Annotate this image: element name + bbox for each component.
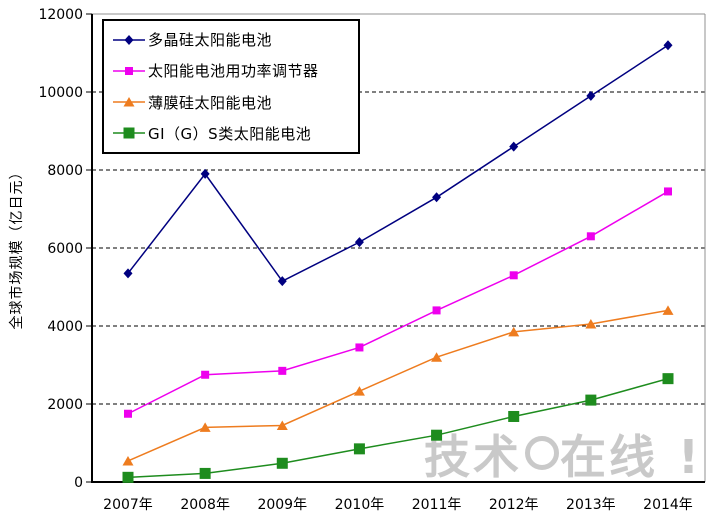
legend-item: GI（G）S类太阳能电池 [104, 123, 358, 144]
series-0-marker [586, 90, 596, 101]
y-tick-label: 12000 [38, 7, 83, 23]
legend-key-marker [123, 97, 135, 107]
x-tick-label: 2013年 [566, 497, 616, 513]
legend-marker-triangle-icon [113, 97, 145, 107]
series-line-0 [127, 44, 669, 283]
legend-key-marker [125, 66, 133, 75]
series-3-marker [662, 373, 674, 385]
series-2-marker [508, 326, 520, 337]
series-0-marker [432, 192, 442, 203]
watermark-exclamation: ! [678, 430, 702, 484]
x-tick-label: 2010年 [335, 497, 385, 513]
legend-label: 薄膜硅太阳能电池 [148, 93, 273, 112]
x-tick-label: 2007年 [103, 497, 153, 513]
series-0-marker [277, 276, 287, 287]
series-1-marker [432, 306, 441, 315]
series-3-marker [431, 429, 443, 441]
x-tick-label: 2009年 [257, 497, 307, 513]
series-2-marker [662, 305, 674, 315]
series-2-marker [431, 352, 443, 362]
series-1-marker [586, 232, 595, 241]
series-2-marker [353, 386, 365, 396]
y-tick-label: 10000 [38, 85, 83, 101]
series-line-2 [127, 309, 669, 462]
watermark: 技术 在线 ! [424, 430, 702, 484]
legend-key-marker [123, 127, 135, 139]
legend: 多晶硅太阳能电池太阳能电池用功率调节器 薄膜硅太阳能电池 GI（G）S类太阳能电池 [102, 19, 360, 154]
series-3-marker [199, 467, 211, 479]
series-3-marker [585, 394, 597, 406]
series-2-marker [199, 422, 211, 432]
legend-item: 太阳能电池用功率调节器 [104, 60, 358, 81]
legend-marker-diamond-icon [113, 34, 145, 45]
series-0-marker [200, 168, 210, 179]
series-1-marker [509, 271, 518, 280]
x-tick-label: 2011年 [412, 497, 462, 513]
x-tick-label: 2008年 [180, 497, 230, 513]
series-1-marker [664, 187, 672, 196]
series-0-marker [354, 237, 364, 248]
y-tick-label: 0 [74, 475, 83, 491]
series-3-marker [276, 457, 288, 469]
legend-key-marker [124, 34, 134, 45]
series-1-marker [201, 370, 210, 379]
y-tick-label: 8000 [47, 163, 83, 179]
legend-label: 多晶硅太阳能电池 [148, 31, 273, 50]
y-tick-label: 4000 [47, 319, 83, 335]
watermark-text-left: 技术 [424, 430, 522, 484]
series-3-marker [122, 471, 134, 483]
series-1-marker [124, 409, 132, 418]
legend-marker-square-large-icon [113, 127, 145, 139]
series-line-1 [127, 190, 669, 415]
series-2-marker [276, 420, 288, 430]
watermark-text-right: 在线 [560, 430, 658, 484]
legend-label: GI（G）S类太阳能电池 [148, 124, 312, 143]
series-2-marker [122, 455, 134, 466]
y-tick-label: 6000 [47, 241, 83, 257]
legend-label: 太阳能电池用功率调节器 [148, 62, 319, 81]
legend-item: 多晶硅太阳能电池 [104, 29, 358, 50]
series-3-marker [353, 443, 365, 455]
series-1-marker [355, 343, 364, 352]
legend-item: 薄膜硅太阳能电池 [104, 92, 358, 113]
series-0-marker [123, 268, 133, 279]
series-line-3 [127, 377, 669, 479]
series-1-marker [278, 366, 287, 375]
y-tick-label: 2000 [47, 397, 83, 413]
x-tick-label: 2012年 [489, 497, 539, 513]
series-2-marker [585, 319, 597, 329]
legend-marker-square-icon [113, 66, 145, 75]
series-0-marker [663, 40, 673, 51]
series-3-marker [508, 410, 520, 422]
x-tick-label: 2014年 [643, 497, 693, 513]
series-0-marker [509, 141, 519, 152]
circle-icon [525, 436, 559, 470]
